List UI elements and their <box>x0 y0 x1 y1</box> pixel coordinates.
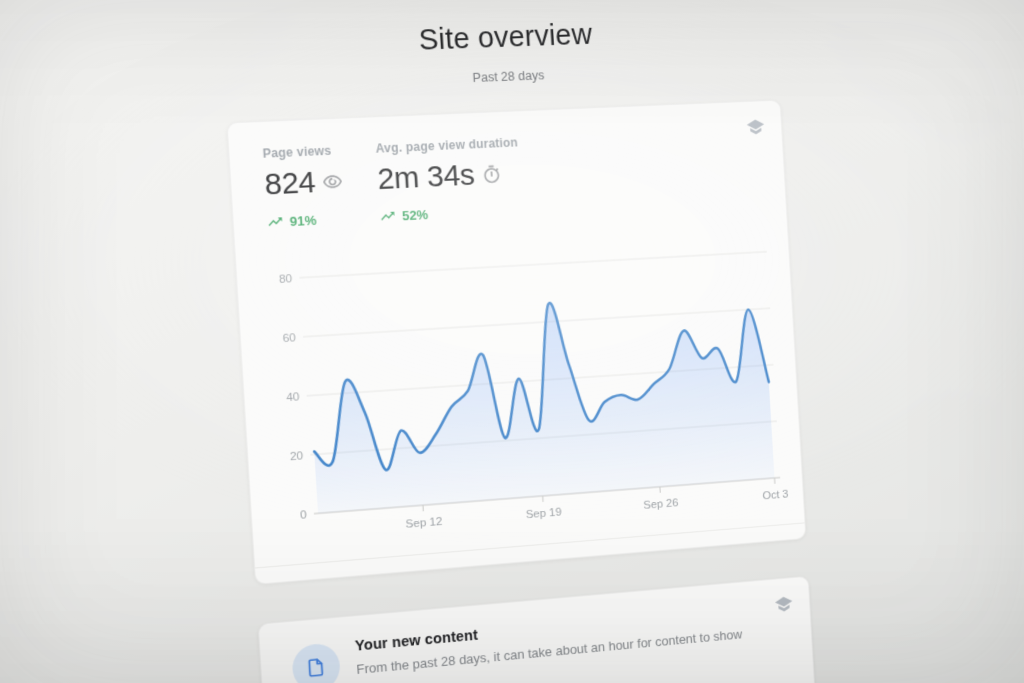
graduation-cap-icon <box>774 596 793 613</box>
svg-text:Sep 19: Sep 19 <box>525 506 562 522</box>
page-views-chart[interactable]: 0 20 40 60 80 Sep 12 Sep 19 Sep 26 Oct 3 <box>258 244 789 556</box>
trending-up-icon <box>380 211 395 221</box>
learn-more-button[interactable] <box>745 116 767 138</box>
document-icon <box>304 655 328 679</box>
trending-up-icon <box>268 217 283 227</box>
eye-icon <box>322 174 343 189</box>
stat-value: 824 <box>263 165 317 202</box>
timer-icon <box>483 165 500 184</box>
stat-page-views[interactable]: Page views 824 91% <box>262 143 345 230</box>
stat-delta-value: 91% <box>289 212 317 229</box>
learn-more-button[interactable] <box>773 593 795 616</box>
document-icon-badge <box>291 642 342 683</box>
svg-text:0: 0 <box>300 508 308 522</box>
stat-delta-value: 52% <box>401 206 429 223</box>
svg-text:Oct 3: Oct 3 <box>762 488 789 502</box>
graduation-cap-icon <box>746 119 765 135</box>
svg-text:40: 40 <box>286 390 300 404</box>
stat-label: Avg. page view duration <box>375 135 519 156</box>
stat-avg-duration[interactable]: Avg. page view duration 2m 34s 52% <box>375 135 522 224</box>
stats-row: Page views 824 91% Av <box>250 125 767 231</box>
stat-label: Page views <box>262 143 332 161</box>
new-content-card: Your new content From the past 28 days, … <box>257 575 819 683</box>
svg-text:Sep 26: Sep 26 <box>643 496 679 511</box>
svg-text:Sep 12: Sep 12 <box>405 515 442 531</box>
svg-text:20: 20 <box>290 449 304 463</box>
svg-text:60: 60 <box>282 331 296 345</box>
stat-value: 2m 34s <box>376 158 476 197</box>
svg-text:80: 80 <box>279 272 293 286</box>
analytics-card: Page views 824 91% Av <box>226 99 807 585</box>
